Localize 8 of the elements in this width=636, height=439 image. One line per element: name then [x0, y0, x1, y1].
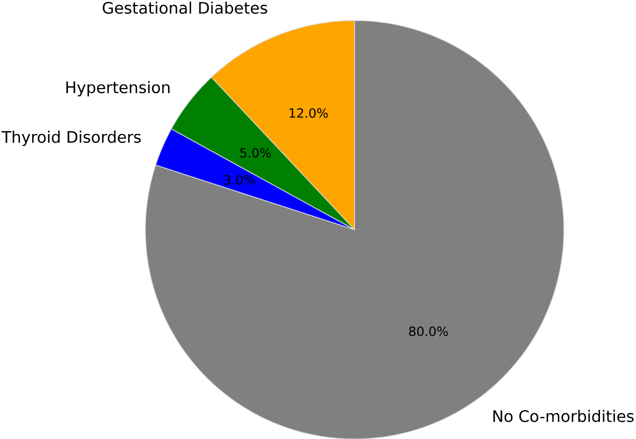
- data-label: 5.0%: [240, 148, 271, 158]
- data-label: 80.0%: [409, 326, 448, 336]
- slice-label: No Co-morbidities: [493, 410, 634, 422]
- data-label: 12.0%: [290, 108, 328, 118]
- slice-label: Thyroid Disorders: [2, 130, 141, 146]
- slice-label: Gestational Diabetes: [102, 1, 268, 14]
- data-label: 3.0%: [224, 174, 255, 184]
- slice-label: Hypertension: [66, 80, 170, 96]
